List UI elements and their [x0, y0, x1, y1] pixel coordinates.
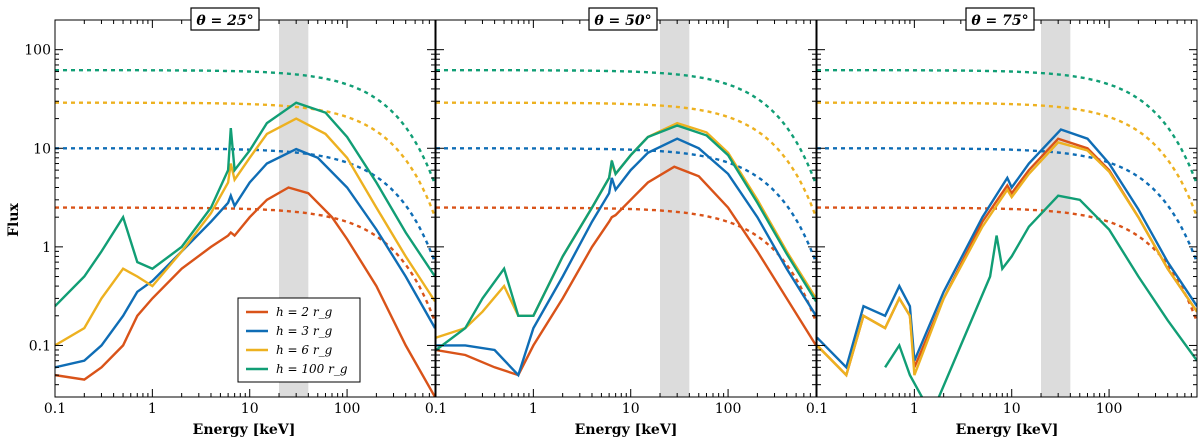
- series-h3: [817, 128, 1197, 370]
- panel-3: 0.1 1 10 100 θ = 75°: [806, 7, 1198, 417]
- panel-2: 0.1 1 10 100 θ = 50°: [425, 7, 817, 417]
- series-h2: [436, 165, 816, 377]
- primary-continuum-h2: [55, 206, 435, 323]
- x-tick-label: 10: [622, 401, 640, 417]
- y-tick-label: 10: [33, 141, 51, 157]
- x-tick-label: 100: [334, 401, 361, 417]
- primary-continuum-h2: [817, 206, 1197, 323]
- primary-continuum-h100: [817, 69, 1197, 185]
- x-axis-label-panel-2: Energy [keV]: [575, 422, 678, 438]
- y-axis-label: Flux: [6, 202, 22, 236]
- primary-continuum-h3: [436, 147, 816, 263]
- series-h2: [817, 137, 1197, 378]
- x-tick-label: 1: [910, 401, 919, 417]
- y-tick-label: 1: [42, 240, 51, 256]
- panel-title-box: [190, 7, 260, 31]
- series-h6: [436, 121, 816, 339]
- legend-label-h2: h = 2 r_g: [276, 305, 333, 319]
- x-tick-label: 100: [715, 401, 742, 417]
- x-tick-label: 1: [529, 401, 538, 417]
- panel-title: θ = 75°: [971, 13, 1028, 29]
- series-h2: [55, 186, 435, 397]
- primary-continuum-h3: [817, 147, 1197, 263]
- x-tick-label: 100: [1096, 401, 1123, 417]
- x-axis-label-panel-1: Energy [keV]: [193, 422, 296, 438]
- x-tick-label: 10: [1003, 401, 1021, 417]
- shaded-band: [660, 20, 690, 397]
- legend: h = 2 r_gh = 3 r_gh = 6 r_gh = 100 r_g: [237, 297, 361, 383]
- primary-continuum-h2: [436, 206, 816, 323]
- panel-title: θ = 25°: [196, 13, 253, 29]
- series-h100: [884, 194, 1197, 397]
- series-h3: [55, 147, 435, 369]
- legend-label-h3: h = 3 r_g: [276, 324, 333, 338]
- series-h6: [55, 117, 435, 347]
- panel-title: θ = 50°: [594, 13, 651, 29]
- x-tick-label: 0.1: [44, 401, 66, 417]
- legend-label-h100: h = 100 r_g: [276, 362, 348, 376]
- primary-continuum-h100: [436, 69, 816, 185]
- series-h6: [817, 140, 1197, 378]
- legend-label-h6: h = 6 r_g: [276, 343, 333, 357]
- panel-1: 0.1 1 10 100 0.1 1 10 100 θ = 25°: [24, 7, 436, 417]
- panel-title-box: [965, 7, 1035, 31]
- x-axis-label-panel-3: Energy [keV]: [956, 422, 1059, 438]
- x-tick-label: 1: [148, 401, 157, 417]
- x-tick-label: 0.1: [425, 401, 447, 417]
- primary-continuum-h100: [55, 69, 435, 185]
- primary-continuum-h6: [436, 101, 816, 218]
- y-tick-label: 100: [24, 43, 51, 59]
- primary-continuum-h6: [817, 101, 1197, 218]
- primary-continuum-h6: [55, 101, 435, 218]
- series-h3: [436, 137, 816, 378]
- x-tick-label: 10: [241, 401, 259, 417]
- panel-title-box: [588, 7, 658, 31]
- y-tick-label: 0.1: [29, 338, 51, 354]
- x-tick-label: 0.1: [806, 401, 828, 417]
- series-h100: [55, 101, 435, 308]
- series-h100: [436, 124, 816, 351]
